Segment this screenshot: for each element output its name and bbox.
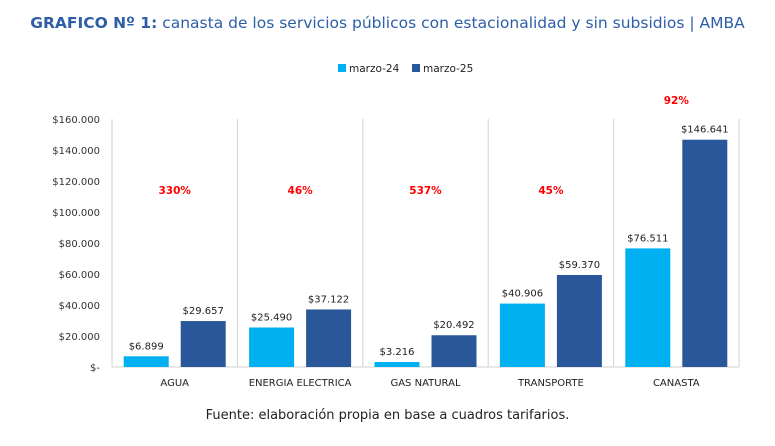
bar-marzo-25 xyxy=(306,309,352,367)
bar-marzo-24 xyxy=(123,356,169,367)
x-tick-label: ENERGIA ELECTRICA xyxy=(249,378,352,389)
data-label: $6.899 xyxy=(129,341,164,352)
legend-label: marzo-24 xyxy=(349,63,400,75)
y-tick-label: $120.000 xyxy=(52,177,100,188)
bar-marzo-24 xyxy=(374,362,420,367)
bar-marzo-25 xyxy=(431,335,477,367)
data-label: $40.906 xyxy=(502,289,543,300)
data-label: $146.641 xyxy=(681,125,729,136)
pct-change-annotation: 330% xyxy=(158,185,191,197)
chart-title-prefix: GRAFICO Nº 1: xyxy=(30,14,158,32)
data-label: $20.492 xyxy=(433,320,474,331)
data-label: $29.657 xyxy=(183,306,224,317)
data-label: $59.370 xyxy=(559,260,600,271)
x-tick-label: GAS NATURAL xyxy=(390,378,460,389)
y-tick-label: $140.000 xyxy=(52,146,100,157)
bar-marzo-24 xyxy=(249,327,295,367)
x-tick-label: AGUA xyxy=(160,378,189,389)
data-label: $76.511 xyxy=(627,233,668,244)
y-tick-label: $60.000 xyxy=(59,270,100,281)
legend-swatch-marzo-25 xyxy=(412,64,420,72)
x-tick-label: CANASTA xyxy=(653,378,700,389)
y-tick-label: $20.000 xyxy=(59,332,100,343)
y-tick-label: $100.000 xyxy=(52,208,100,219)
pct-change-annotation: 92% xyxy=(664,95,690,107)
bar-marzo-24 xyxy=(499,303,545,367)
data-label: $37.122 xyxy=(308,294,349,305)
chart-title-text: canasta de los servicios públicos con es… xyxy=(157,14,745,32)
pct-change-annotation: 45% xyxy=(538,185,564,197)
y-tick-label: $- xyxy=(90,363,100,374)
data-label: $25.490 xyxy=(251,312,292,323)
y-tick-label: $160.000 xyxy=(52,115,100,126)
legend-label: marzo-25 xyxy=(423,63,473,75)
x-tick-label: TRANSPORTE xyxy=(517,378,584,389)
source-note: Fuente: elaboración propia en base a cua… xyxy=(205,408,570,423)
pct-change-annotation: 537% xyxy=(409,185,442,197)
data-label: $3.216 xyxy=(380,347,415,358)
bar-marzo-24 xyxy=(625,248,671,367)
bar-marzo-25 xyxy=(180,321,226,367)
pct-change-annotation: 46% xyxy=(288,185,314,197)
chart-title: GRAFICO Nº 1: canasta de los servicios p… xyxy=(0,14,775,32)
bar-marzo-25 xyxy=(556,274,602,367)
legend-swatch-marzo-24 xyxy=(338,64,346,72)
y-tick-label: $40.000 xyxy=(59,301,100,312)
bar-marzo-25 xyxy=(682,139,728,367)
y-tick-label: $80.000 xyxy=(59,239,100,250)
